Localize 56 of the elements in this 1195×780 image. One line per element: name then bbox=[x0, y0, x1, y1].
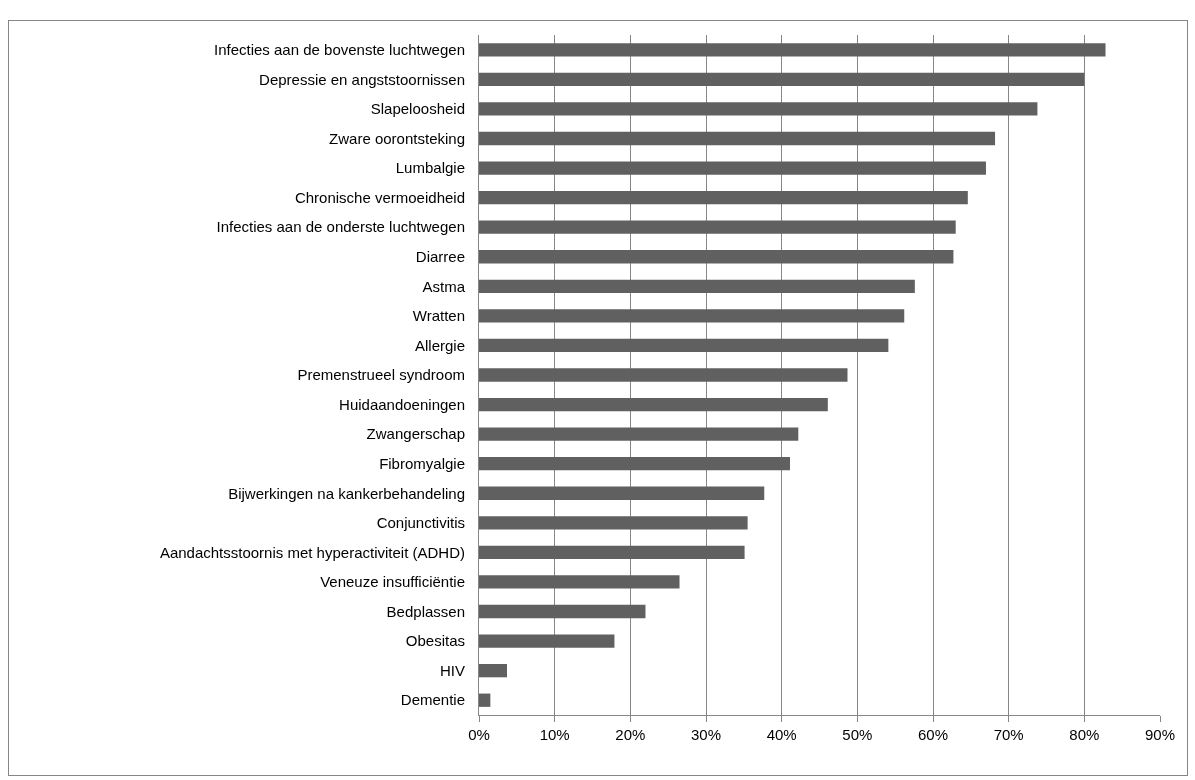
y-tick-label: Conjunctivitis bbox=[376, 514, 465, 532]
bar bbox=[479, 161, 986, 175]
bar bbox=[479, 604, 646, 619]
y-tick-label: Huidaandoeningen bbox=[339, 395, 465, 413]
x-tick-label: 80% bbox=[1069, 726, 1100, 743]
y-tick-label: Bedplassen bbox=[386, 602, 465, 620]
y-tick-label: Zware oorontsteking bbox=[329, 129, 465, 147]
bar bbox=[479, 43, 1106, 57]
x-tick-label: 20% bbox=[615, 726, 646, 743]
y-tick-label: Aandachtsstoornis met hyperactiviteit (ADHD) bbox=[159, 543, 465, 561]
bar bbox=[479, 250, 954, 264]
x-tick-label: 90% bbox=[1144, 726, 1176, 743]
y-tick-label: Bijwerkingen na kankerbehandeling bbox=[228, 484, 465, 502]
bar bbox=[479, 397, 828, 412]
y-tick-label: Dementie bbox=[400, 691, 465, 709]
bar bbox=[479, 279, 915, 293]
bar bbox=[479, 545, 745, 560]
y-tick-label: Diarree bbox=[415, 247, 465, 265]
bar bbox=[479, 72, 1085, 86]
bar bbox=[479, 190, 968, 205]
bar bbox=[479, 634, 615, 648]
y-tick-label: Slapeloosheid bbox=[370, 100, 465, 118]
x-tick-label: 40% bbox=[766, 726, 797, 743]
y-tick-label: Allergie bbox=[414, 336, 465, 354]
bar bbox=[479, 575, 680, 589]
bar bbox=[479, 220, 956, 234]
x-tick-label: 30% bbox=[690, 726, 722, 743]
y-tick-label: Veneuze insufficiëntie bbox=[320, 573, 465, 591]
x-tick-label: 10% bbox=[539, 726, 570, 743]
bar bbox=[479, 664, 507, 678]
y-tick-label: Infecties aan de onderste luchtwegen bbox=[216, 218, 465, 236]
x-tick-label: 70% bbox=[993, 726, 1024, 743]
bar bbox=[479, 102, 1038, 116]
bar bbox=[479, 516, 748, 530]
y-tick-label: Premenstrueel syndroom bbox=[297, 366, 465, 384]
bar bbox=[479, 131, 996, 146]
y-tick-label: Fibromyalgie bbox=[379, 454, 465, 472]
y-tick-label: Infecties aan de bovenste luchtwegen bbox=[213, 41, 465, 59]
bar bbox=[479, 427, 799, 441]
y-tick-label: Obesitas bbox=[405, 632, 465, 650]
bar bbox=[479, 457, 790, 471]
x-tick-label: 60% bbox=[917, 726, 949, 743]
y-tick-label: Chronische vermoeidheid bbox=[294, 188, 465, 206]
y-tick-label: Wratten bbox=[412, 307, 465, 325]
bar bbox=[479, 693, 491, 707]
y-tick-label: Zwangerschap bbox=[366, 425, 465, 443]
bar bbox=[479, 338, 889, 353]
bar bbox=[479, 486, 765, 500]
y-tick-label: HIV bbox=[439, 661, 465, 679]
y-tick-label: Lumbalgie bbox=[395, 159, 465, 177]
bar bbox=[479, 368, 848, 382]
y-tick-label: Astma bbox=[422, 277, 466, 295]
y-tick-label: Depressie en angststoornissen bbox=[259, 70, 465, 88]
x-tick-label: 50% bbox=[842, 726, 873, 743]
bar bbox=[479, 309, 905, 323]
x-tick-label: 0% bbox=[468, 726, 490, 743]
